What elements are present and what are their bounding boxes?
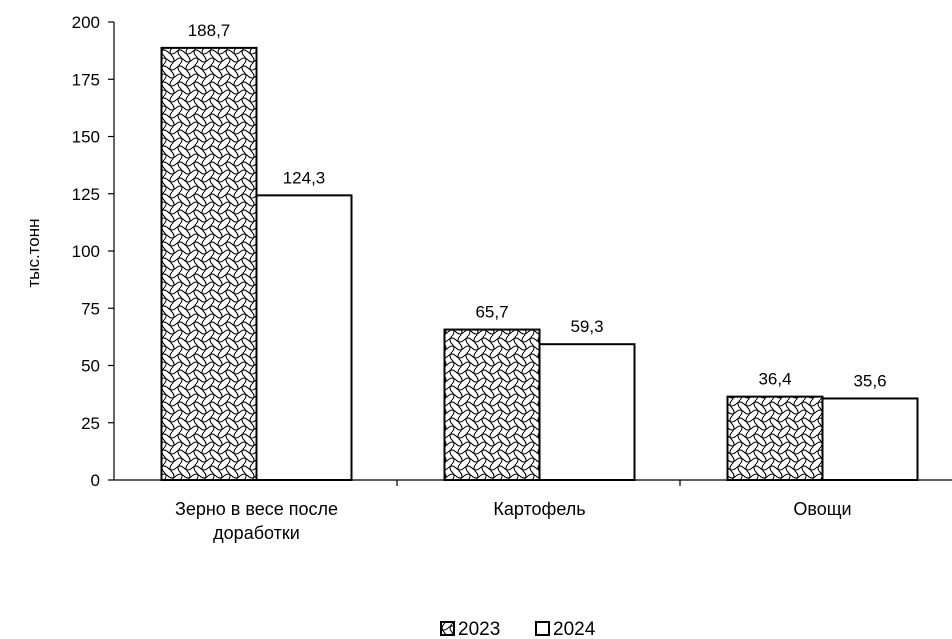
y-tick-label: 25 bbox=[81, 414, 100, 433]
bar-value-label: 36,4 bbox=[758, 370, 791, 389]
bar-value-label: 35,6 bbox=[853, 371, 886, 390]
y-tick-label: 0 bbox=[91, 471, 100, 490]
y-tick-label: 75 bbox=[81, 299, 100, 318]
category-label: Зерно в весе после bbox=[175, 499, 338, 519]
legend-label: 2024 bbox=[553, 619, 596, 639]
legend-swatch-2023 bbox=[440, 621, 455, 636]
bar-value-label: 188,7 bbox=[188, 21, 231, 40]
category-label: Овощи bbox=[793, 499, 851, 519]
bar-value-label: 124,3 bbox=[283, 168, 326, 187]
bar-value-label: 65,7 bbox=[475, 303, 508, 322]
bar-value-label: 59,3 bbox=[570, 317, 603, 336]
bar-2023 bbox=[160, 46, 258, 481]
bar-2023 bbox=[726, 395, 824, 482]
y-tick-label: 150 bbox=[72, 128, 100, 147]
y-tick-label: 50 bbox=[81, 357, 100, 376]
bar-2024 bbox=[821, 397, 919, 482]
y-tick-label: 100 bbox=[72, 242, 100, 261]
legend: 2023 2024 bbox=[440, 619, 596, 639]
legend-swatch-2024 bbox=[535, 621, 550, 636]
y-axis-label: тыс.тонн bbox=[24, 218, 43, 287]
category-label: Картофель bbox=[493, 499, 585, 519]
bar-2024 bbox=[255, 194, 353, 481]
category-label: доработки bbox=[213, 523, 300, 543]
y-tick-label: 200 bbox=[72, 13, 100, 32]
bar-2024 bbox=[538, 343, 636, 481]
bar-2023 bbox=[443, 328, 541, 481]
y-tick-label: 175 bbox=[72, 70, 100, 89]
legend-label: 2023 bbox=[458, 619, 500, 639]
y-tick-label: 125 bbox=[72, 185, 100, 204]
